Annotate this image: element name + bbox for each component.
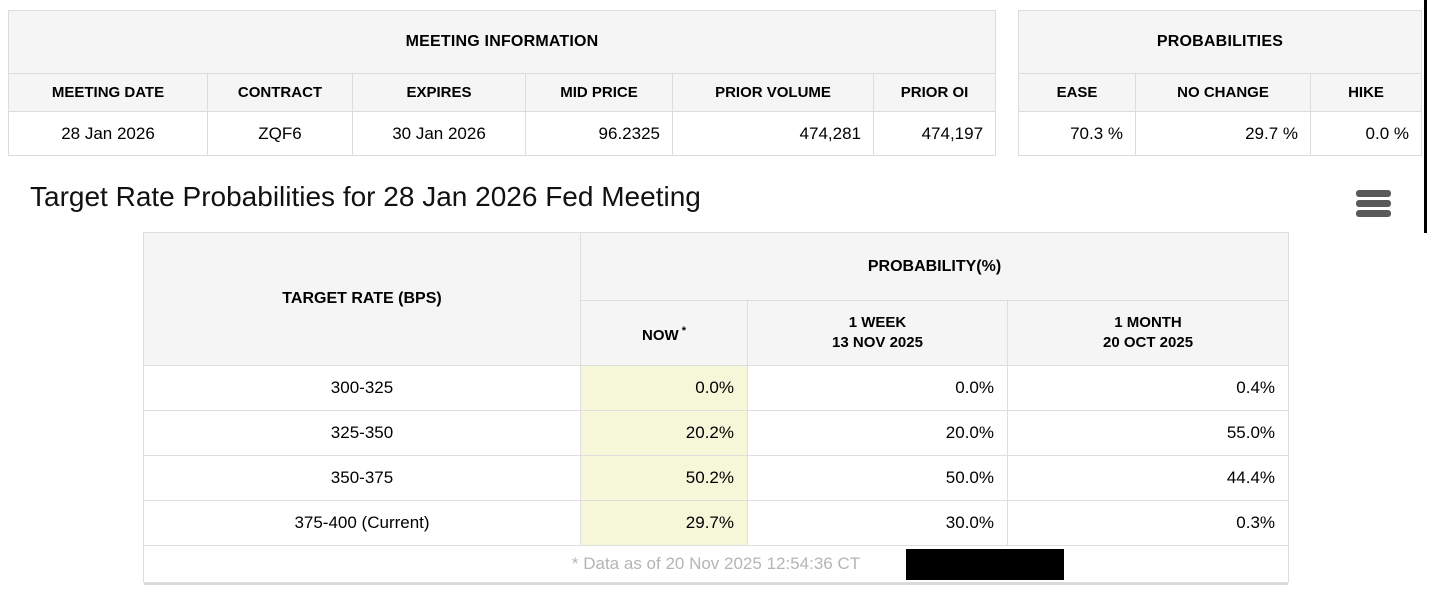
- hike-header: HIKE: [1310, 73, 1422, 112]
- target-rate-bps-header: TARGET RATE (BPS): [143, 232, 581, 366]
- prior-oi-value: 474,197: [872, 111, 997, 156]
- probabilities-header-row: EASE NO CHANGE HIKE: [1018, 73, 1422, 112]
- prior-oi-header: PRIOR OI: [872, 73, 997, 112]
- mid-price-value: 96.2325: [525, 111, 673, 156]
- meeting-date-value: 28 Jan 2026: [8, 111, 208, 156]
- no-change-value: 29.7 %: [1135, 111, 1311, 156]
- footnote-text: * Data as of 20 Nov 2025 12:54:36 CT: [571, 554, 861, 573]
- table-row: 325-350 20.2% 20.0% 55.0%: [143, 410, 1290, 456]
- table-row: 300-325 0.0% 0.0% 0.4%: [143, 365, 1290, 411]
- meeting-date-header: MEETING DATE: [8, 73, 208, 112]
- menu-bar: [1356, 200, 1391, 207]
- target-rate-cell: 350-375: [143, 455, 581, 501]
- target-rate-cell: 300-325: [143, 365, 581, 411]
- now-probability-cell: 0.0%: [580, 365, 748, 411]
- now-probability-cell: 50.2%: [580, 455, 748, 501]
- month-probability-cell: 55.0%: [1006, 410, 1290, 456]
- week-probability-cell: 30.0%: [747, 500, 1008, 546]
- page-title: Target Rate Probabilities for 28 Jan 202…: [30, 181, 701, 212]
- asterisk-marker: *: [681, 324, 686, 337]
- week-probability-cell: 20.0%: [747, 410, 1008, 456]
- target-rate-probability-table: TARGET RATE (BPS) PROBABILITY(%) NOW * 1 …: [142, 232, 1290, 583]
- probabilities-title: PROBABILITIES: [1018, 10, 1422, 74]
- month-probability-cell: 0.4%: [1006, 365, 1290, 411]
- meeting-info-value-row: 28 Jan 2026 ZQF6 30 Jan 2026 96.2325 474…: [8, 111, 997, 156]
- hamburger-menu-icon[interactable]: [1356, 190, 1391, 217]
- week-probability-cell: 0.0%: [747, 365, 1008, 411]
- table-row: 350-375 50.2% 50.0% 44.4%: [143, 455, 1290, 501]
- mid-price-header: MID PRICE: [525, 73, 673, 112]
- now-label: NOW: [642, 326, 679, 344]
- table-row: 375-400 (Current) 29.7% 30.0% 0.3%: [143, 500, 1290, 546]
- meeting-info-header-row: MEETING DATE CONTRACT EXPIRES MID PRICE …: [8, 73, 997, 112]
- probabilities-summary-table: PROBABILITIES EASE NO CHANGE HIKE 70.3 %…: [1018, 10, 1422, 156]
- one-month-column-header: 1 MONTH 20 OCT 2025: [1006, 300, 1290, 366]
- sub-header-row: NOW * 1 WEEK 13 NOV 2025 1 MONTH 20 OCT 202…: [144, 300, 1290, 366]
- now-probability-cell: 29.7%: [580, 500, 748, 546]
- meeting-information-table: MEETING INFORMATION MEETING DATE CONTRAC…: [7, 10, 997, 156]
- month-probability-cell: 44.4%: [1006, 455, 1290, 501]
- menu-bar: [1356, 190, 1391, 197]
- ease-header: EASE: [1018, 73, 1136, 112]
- hike-value: 0.0 %: [1310, 111, 1422, 156]
- ease-value: 70.3 %: [1018, 111, 1136, 156]
- footnote-cell: * Data as of 20 Nov 2025 12:54:36 CT: [142, 545, 1290, 583]
- contract-header: CONTRACT: [207, 73, 353, 112]
- footnote-row: * Data as of 20 Nov 2025 12:54:36 CT: [142, 545, 1290, 583]
- prior-volume-value: 474,281: [672, 111, 874, 156]
- no-change-header: NO CHANGE: [1135, 73, 1311, 112]
- target-rate-table-wrapper: TARGET RATE (BPS) PROBABILITY(%) NOW * 1 …: [142, 232, 1290, 583]
- month-probability-cell: 0.3%: [1006, 500, 1290, 546]
- probability-group-header: PROBABILITY(%): [579, 232, 1290, 301]
- one-week-column-header: 1 WEEK 13 NOV 2025: [747, 300, 1008, 366]
- contract-value: ZQF6: [207, 111, 353, 156]
- expires-value: 30 Jan 2026: [352, 111, 526, 156]
- now-probability-cell: 20.2%: [580, 410, 748, 456]
- week-probability-cell: 50.0%: [747, 455, 1008, 501]
- probabilities-value-row: 70.3 % 29.7 % 0.0 %: [1018, 111, 1422, 156]
- menu-bar: [1356, 210, 1391, 217]
- target-rate-cell: 325-350: [143, 410, 581, 456]
- target-rate-cell: 375-400 (Current): [143, 500, 581, 546]
- meeting-information-title: MEETING INFORMATION: [7, 10, 997, 74]
- expires-header: EXPIRES: [352, 73, 526, 112]
- prior-volume-header: PRIOR VOLUME: [672, 73, 874, 112]
- scrollbar-thumb[interactable]: [1424, 0, 1427, 233]
- redaction-box: [906, 549, 1064, 580]
- now-column-header: NOW *: [580, 300, 748, 366]
